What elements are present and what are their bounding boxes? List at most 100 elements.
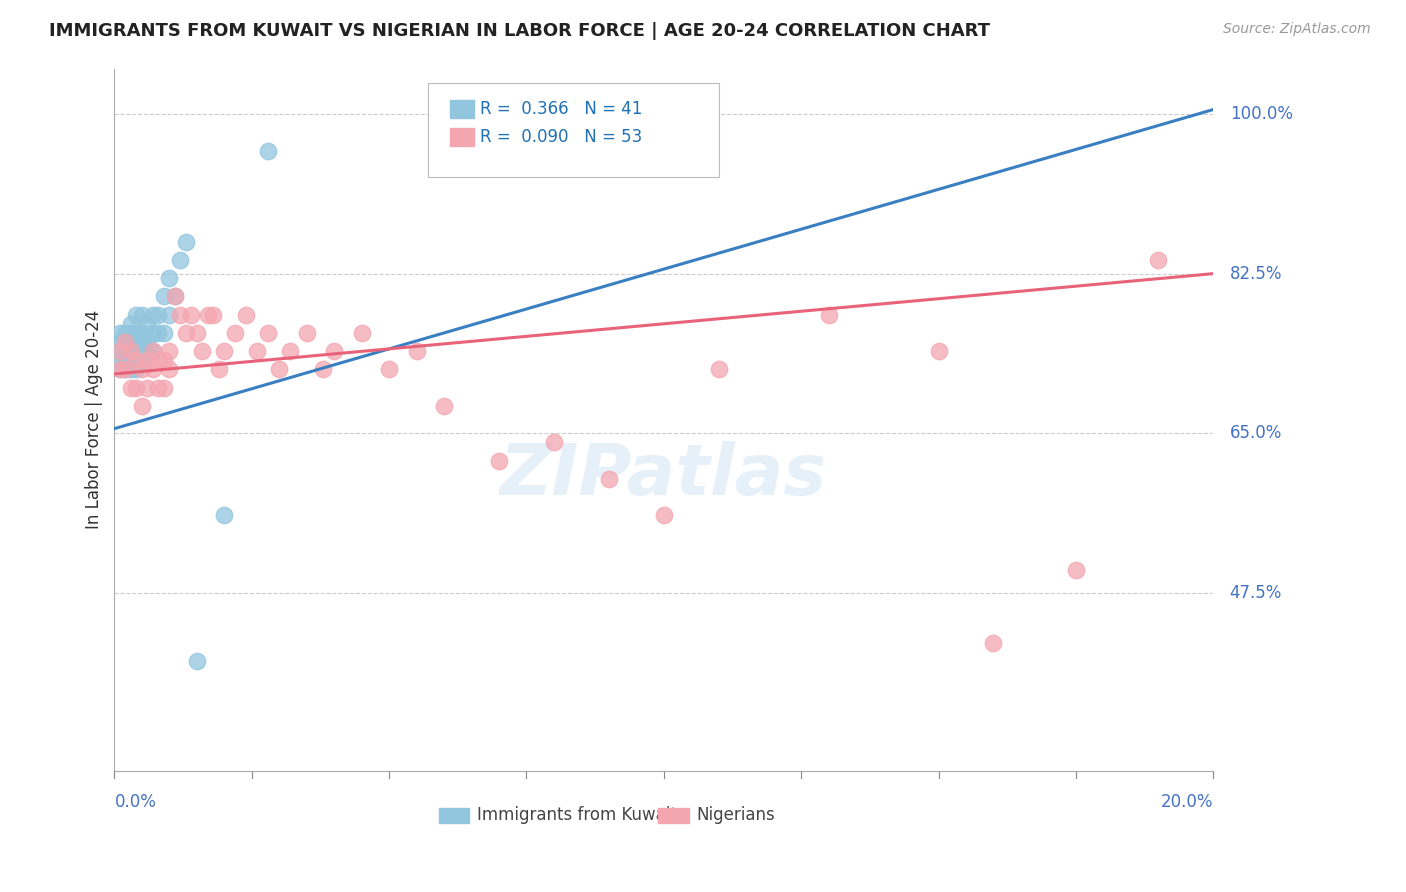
Point bbox=[214, 344, 236, 359]
Point bbox=[114, 353, 136, 368]
Point bbox=[186, 654, 208, 668]
FancyBboxPatch shape bbox=[427, 83, 718, 178]
Point bbox=[153, 289, 176, 303]
Point bbox=[257, 144, 280, 158]
Point bbox=[707, 362, 730, 376]
Point bbox=[142, 326, 165, 340]
Point bbox=[142, 308, 165, 322]
Point bbox=[312, 362, 335, 376]
Point bbox=[120, 334, 142, 349]
Point bbox=[1064, 563, 1087, 577]
Text: R =  0.090   N = 53: R = 0.090 N = 53 bbox=[481, 128, 643, 146]
Point bbox=[108, 326, 131, 340]
Point bbox=[125, 344, 148, 359]
Point bbox=[224, 326, 246, 340]
Point bbox=[114, 326, 136, 340]
Point bbox=[197, 308, 219, 322]
Point bbox=[488, 453, 510, 467]
Point bbox=[125, 308, 148, 322]
Point bbox=[120, 344, 142, 359]
Point bbox=[131, 308, 153, 322]
Point bbox=[136, 334, 159, 349]
Point bbox=[157, 344, 180, 359]
Point bbox=[120, 362, 142, 376]
Point bbox=[108, 362, 131, 376]
Point bbox=[125, 326, 148, 340]
Point bbox=[157, 362, 180, 376]
Point bbox=[125, 381, 148, 395]
Point bbox=[378, 362, 401, 376]
Point bbox=[136, 353, 159, 368]
Text: 20.0%: 20.0% bbox=[1161, 793, 1213, 812]
Point bbox=[433, 399, 456, 413]
Point bbox=[108, 334, 131, 349]
Point bbox=[323, 344, 346, 359]
Point bbox=[131, 334, 153, 349]
Point bbox=[1147, 252, 1170, 267]
Point bbox=[246, 344, 269, 359]
Point bbox=[169, 252, 191, 267]
Point bbox=[120, 317, 142, 331]
Y-axis label: In Labor Force | Age 20-24: In Labor Force | Age 20-24 bbox=[86, 310, 103, 529]
Point bbox=[131, 362, 153, 376]
Point bbox=[180, 308, 202, 322]
Text: Immigrants from Kuwait: Immigrants from Kuwait bbox=[477, 806, 676, 824]
Point bbox=[153, 326, 176, 340]
Point bbox=[136, 381, 159, 395]
Point bbox=[157, 271, 180, 285]
Point bbox=[120, 381, 142, 395]
Point bbox=[114, 362, 136, 376]
Point bbox=[108, 344, 131, 359]
Point bbox=[131, 399, 153, 413]
Point bbox=[214, 508, 236, 523]
Point bbox=[278, 344, 301, 359]
Point bbox=[120, 353, 142, 368]
Point bbox=[136, 344, 159, 359]
Point bbox=[163, 289, 186, 303]
Point bbox=[148, 308, 170, 322]
Text: IMMIGRANTS FROM KUWAIT VS NIGERIAN IN LABOR FORCE | AGE 20-24 CORRELATION CHART: IMMIGRANTS FROM KUWAIT VS NIGERIAN IN LA… bbox=[49, 22, 990, 40]
Point bbox=[131, 326, 153, 340]
Point bbox=[405, 344, 427, 359]
Point bbox=[125, 362, 148, 376]
Point bbox=[202, 308, 225, 322]
Point bbox=[120, 344, 142, 359]
Text: ZIPatlas: ZIPatlas bbox=[501, 442, 828, 510]
Point bbox=[257, 326, 280, 340]
Point bbox=[108, 353, 131, 368]
Point bbox=[148, 326, 170, 340]
Point bbox=[186, 326, 208, 340]
Point bbox=[136, 317, 159, 331]
Bar bbox=[658, 808, 689, 823]
Point bbox=[148, 381, 170, 395]
Point bbox=[543, 435, 565, 450]
Point bbox=[235, 308, 257, 322]
Point bbox=[157, 308, 180, 322]
Point bbox=[153, 353, 176, 368]
Point bbox=[153, 381, 176, 395]
Point bbox=[142, 344, 165, 359]
Point bbox=[269, 362, 291, 376]
Point bbox=[817, 308, 839, 322]
Point bbox=[983, 636, 1005, 650]
Point bbox=[114, 362, 136, 376]
Text: Nigerians: Nigerians bbox=[697, 806, 776, 824]
Text: R =  0.366   N = 41: R = 0.366 N = 41 bbox=[481, 100, 643, 118]
Point bbox=[652, 508, 675, 523]
Point bbox=[125, 353, 148, 368]
Point bbox=[191, 344, 214, 359]
Point bbox=[295, 326, 318, 340]
Text: 65.0%: 65.0% bbox=[1230, 425, 1282, 442]
Point bbox=[131, 353, 153, 368]
Text: 0.0%: 0.0% bbox=[114, 793, 156, 812]
Text: Source: ZipAtlas.com: Source: ZipAtlas.com bbox=[1223, 22, 1371, 37]
Point bbox=[108, 362, 131, 376]
Point bbox=[142, 344, 165, 359]
Point bbox=[598, 472, 620, 486]
Point bbox=[174, 235, 197, 249]
Point bbox=[148, 353, 170, 368]
Bar bbox=[439, 808, 470, 823]
Text: 47.5%: 47.5% bbox=[1230, 583, 1282, 602]
Bar bbox=[450, 128, 474, 145]
Point bbox=[114, 334, 136, 349]
